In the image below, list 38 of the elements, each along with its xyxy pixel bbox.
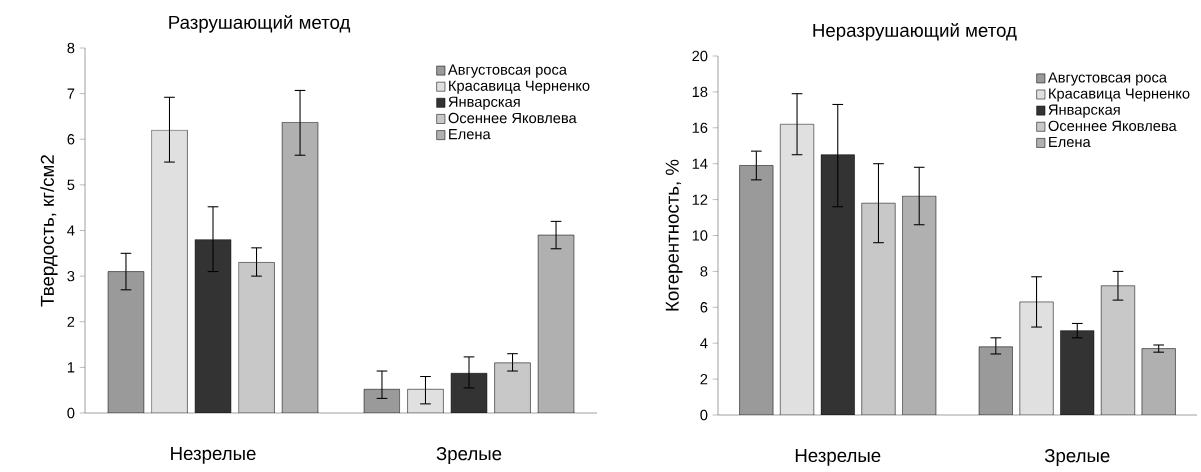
y-tick-label: 1 xyxy=(67,362,75,373)
y-axis-title: Твердость, кг/см2 xyxy=(40,155,58,307)
legend-label: Осеннее Яковлева xyxy=(1048,120,1177,132)
legend-label: Августовсая роса xyxy=(1047,72,1167,86)
y-tick-label: 4 xyxy=(700,338,708,349)
y-axis-title: Когерентность, % xyxy=(665,159,683,311)
y-tick-label: 2 xyxy=(700,374,708,385)
y-tick-label: 6 xyxy=(67,134,75,145)
y-tick-label: 18 xyxy=(692,86,708,98)
legend-label: Августовсая роса xyxy=(447,64,567,78)
y-tick-label: 2 xyxy=(67,316,75,327)
x-tick-label: Зрелые xyxy=(436,447,502,464)
legend-label: Осеннее Яковлева xyxy=(448,112,577,124)
legend-label: Елена xyxy=(449,129,491,140)
y-tick-label: 20 xyxy=(692,50,708,62)
chart-title: Разрушающий метод xyxy=(169,14,351,33)
x-tick-label: Незрелые xyxy=(795,449,881,466)
chart-title: Неразрушающий метод xyxy=(813,22,1017,41)
x-tick-label: Незрелые xyxy=(171,447,256,464)
y-tick-label: 14 xyxy=(692,158,708,169)
y-tick-label: 8 xyxy=(67,42,75,54)
x-tick-label: Зрелые xyxy=(1044,449,1110,466)
y-tick-label: 7 xyxy=(67,88,75,99)
y-tick-label: 8 xyxy=(700,266,708,277)
legend-label: Елена xyxy=(1049,136,1091,148)
y-tick-label: 3 xyxy=(67,270,75,282)
legend-label: Январская xyxy=(1048,104,1120,118)
y-tick-label: 6 xyxy=(700,302,708,313)
legend-label: Январская xyxy=(448,96,520,110)
y-tick-label: 0 xyxy=(67,407,75,419)
legend-label: Красавица Черненко xyxy=(449,80,590,94)
y-tick-label: 16 xyxy=(692,122,708,133)
y-tick-label: 10 xyxy=(692,230,708,241)
y-tick-label: 4 xyxy=(67,225,75,236)
y-tick-label: 5 xyxy=(67,179,75,190)
y-tick-label: 0 xyxy=(700,409,708,421)
legend-label: Красавица Черненко xyxy=(1049,88,1190,102)
y-tick-label: 12 xyxy=(692,194,708,205)
